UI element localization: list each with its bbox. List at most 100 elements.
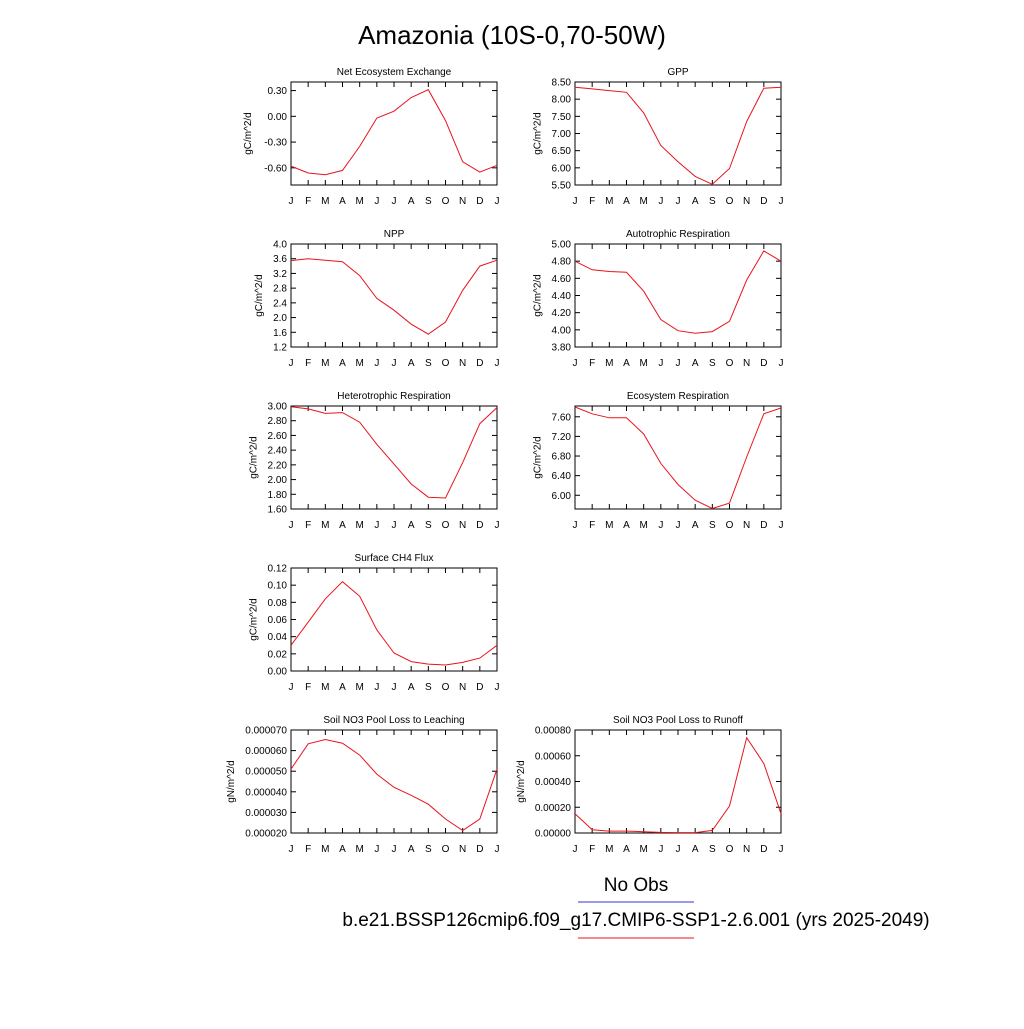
x-tick-label: J: [495, 682, 500, 693]
y-tick-label: 2.4: [273, 298, 287, 309]
x-tick-label: J: [374, 682, 379, 693]
y-tick-label: 0.000030: [245, 808, 287, 819]
x-tick-label: J: [289, 844, 294, 855]
x-tick-label: J: [374, 196, 379, 207]
series-line: [290, 738, 498, 832]
plot-frame: [290, 567, 498, 672]
page-title: Amazonia (10S-0,70-50W): [358, 20, 666, 50]
x-tick-label: F: [305, 196, 311, 207]
x-tick-label: S: [425, 520, 432, 531]
panel-1: Net Ecosystem Exchange 0.30 0.00 -0.30 -0.60…: [243, 67, 500, 207]
x-tick-label: M: [321, 520, 329, 531]
y-tick-label: 8.50: [552, 78, 572, 89]
x-tick-label: J: [374, 358, 379, 369]
x-tick-label: J: [658, 844, 663, 855]
x-tick-label: M: [639, 196, 647, 207]
y-tick-label: 0.00020: [535, 803, 572, 814]
x-tick-label: F: [589, 358, 595, 369]
x-tick-label: J: [289, 520, 294, 531]
x-tick-label: J: [658, 358, 663, 369]
x-tick-label: J: [779, 520, 784, 531]
y-tick-label: 2.8: [273, 284, 287, 295]
x-tick-label: D: [476, 682, 483, 693]
y-tick-label: 7.20: [552, 432, 572, 443]
x-tick-label: M: [639, 520, 647, 531]
y-tick-label: 6.40: [552, 471, 572, 482]
y-tick-label: 0.00000: [535, 829, 572, 840]
y-tick-label: 7.00: [552, 129, 572, 140]
plot-frame: [290, 729, 498, 834]
series-line: [290, 406, 498, 499]
x-tick-label: F: [305, 844, 311, 855]
plot-frame: [574, 81, 782, 186]
x-tick-label: J: [495, 844, 500, 855]
y-axis-label: gC/m^2/d: [254, 274, 265, 317]
y-tick-label: 6.00: [552, 491, 572, 502]
y-tick-label: 0.00: [268, 667, 288, 678]
y-axis-label: gC/m^2/d: [249, 436, 260, 479]
x-tick-label: N: [459, 682, 466, 693]
y-tick-label: 7.50: [552, 112, 572, 123]
y-axis-label: gC/m^2/d: [249, 598, 260, 641]
series-line: [290, 89, 498, 176]
y-tick-label: 8.00: [552, 95, 572, 106]
plot-frame: [290, 81, 498, 186]
y-tick-label: 7.60: [552, 412, 572, 423]
y-tick-label: 2.20: [268, 460, 288, 471]
x-tick-label: A: [692, 844, 699, 855]
x-tick-label: S: [709, 844, 716, 855]
x-tick-label: J: [779, 358, 784, 369]
y-tick-label: 6.50: [552, 146, 572, 157]
y-tick-label: 0.00080: [535, 726, 572, 737]
y-tick-label: 3.80: [552, 343, 572, 354]
series-line: [574, 736, 782, 834]
y-axis-label: gC/m^2/d: [243, 112, 254, 155]
y-tick-label: 0.000020: [245, 829, 287, 840]
x-tick-label: A: [623, 196, 630, 207]
x-tick-label: J: [573, 520, 578, 531]
panel-5: Heterotrophic Respiration 3.00 2.80 2.60 2.4…: [249, 391, 500, 531]
x-tick-label: N: [743, 196, 750, 207]
panel-title: NPP: [384, 229, 405, 240]
panel-8: Soil NO3 Pool Loss to Leaching 0.000070 0.…: [226, 715, 499, 855]
y-tick-label: 1.6: [273, 328, 287, 339]
y-tick-label: 2.00: [268, 475, 288, 486]
y-tick-label: 1.2: [273, 343, 287, 354]
x-tick-label: M: [605, 520, 613, 531]
x-tick-label: D: [476, 520, 483, 531]
x-tick-label: A: [339, 844, 346, 855]
x-tick-label: D: [760, 844, 767, 855]
x-tick-label: M: [355, 358, 363, 369]
panel-title: Surface CH4 Flux: [355, 553, 434, 564]
plot-frame: [574, 405, 782, 510]
y-tick-label: 0.000070: [245, 726, 287, 737]
y-tick-label: 6.00: [552, 163, 572, 174]
x-tick-label: M: [639, 844, 647, 855]
x-tick-label: S: [425, 844, 432, 855]
x-tick-label: J: [573, 844, 578, 855]
series-line: [574, 406, 782, 510]
x-tick-label: D: [760, 520, 767, 531]
x-tick-label: J: [392, 520, 397, 531]
y-tick-label: 3.6: [273, 254, 287, 265]
x-tick-label: J: [676, 520, 681, 531]
panel-4: Autotrophic Respiration 5.00 4.80 4.60 4.40 4…: [533, 229, 784, 369]
y-axis-label: gN/m^2/d: [516, 760, 527, 803]
x-tick-label: M: [355, 844, 363, 855]
series-line: [290, 258, 498, 335]
x-tick-label: F: [305, 682, 311, 693]
x-tick-label: J: [392, 682, 397, 693]
series-line: [290, 581, 498, 666]
x-tick-label: J: [289, 358, 294, 369]
panel-title: Net Ecosystem Exchange: [337, 67, 452, 78]
y-tick-label: 4.40: [552, 291, 572, 302]
panel-title: Soil NO3 Pool Loss to Runoff: [613, 715, 743, 726]
y-tick-label: 0.00040: [535, 777, 572, 788]
y-tick-label: 4.60: [552, 274, 572, 285]
y-axis-label: gC/m^2/d: [533, 274, 544, 317]
plot-frame: [290, 405, 498, 510]
x-tick-label: J: [495, 358, 500, 369]
x-tick-label: F: [589, 844, 595, 855]
y-axis-label: gC/m^2/d: [533, 112, 544, 155]
